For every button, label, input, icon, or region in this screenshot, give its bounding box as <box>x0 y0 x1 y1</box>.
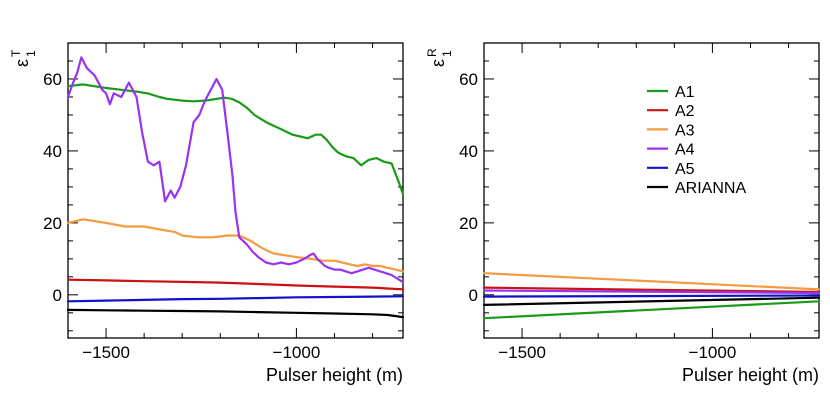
left-ticks: −1500 −1000 0 20 40 60 <box>43 42 403 362</box>
right-ytick-label: 20 <box>459 214 478 233</box>
right-xtick-label: −1500 <box>498 343 546 362</box>
right-series-layer <box>482 272 821 320</box>
left-ylabel: ε T 1 <box>9 49 38 67</box>
legend-label-a2: A2 <box>675 103 695 120</box>
legend-label-a3: A3 <box>675 122 695 139</box>
left-series-layer <box>66 56 405 319</box>
right-ylabel-symbol: ε <box>428 59 448 67</box>
left-series-arianna <box>66 308 405 319</box>
legend-label-a4: A4 <box>675 142 695 159</box>
left-series-a2 <box>66 278 405 291</box>
left-ylabel-sup: T <box>9 49 23 57</box>
right-ytick-label: 0 <box>469 286 478 305</box>
right-series-a1 <box>482 300 821 320</box>
right-ytick-label: 40 <box>459 142 478 161</box>
right-series-a2 <box>482 286 821 294</box>
left-ylabel-symbol: ε <box>12 59 32 67</box>
left-xlabel: Pulser height (m) <box>266 365 403 385</box>
left-series-a1 <box>66 83 405 196</box>
left-plot-frame <box>67 42 404 339</box>
left-xtick-label: −1000 <box>273 343 321 362</box>
right-series-a3 <box>482 272 821 291</box>
left-series-a4 <box>66 56 405 284</box>
left-series-a5 <box>66 295 405 303</box>
right-xlabel: Pulser height (m) <box>682 365 819 385</box>
right-panel: −1500 −1000 0 20 40 60 Pulser height (m) ε R … <box>425 42 821 385</box>
right-series-arianna <box>482 296 821 306</box>
right-ylabel-sub: 1 <box>440 50 454 57</box>
right-ticks: −1500 −1000 0 20 40 60 <box>459 42 819 362</box>
legend-label-arianna: ARIANNA <box>675 180 746 197</box>
legend: A1 A2 A3 A4 A5 ARIANNA <box>647 84 746 197</box>
left-ytick-label: 60 <box>43 70 62 89</box>
right-series-a5 <box>482 294 821 298</box>
legend-label-a5: A5 <box>675 161 695 178</box>
left-ytick-label: 20 <box>43 214 62 233</box>
left-xtick-label: −1500 <box>82 343 130 362</box>
right-ylabel-sup: R <box>425 48 439 57</box>
left-ytick-label: 0 <box>53 286 62 305</box>
left-panel: −1500 −1000 0 20 40 60 Pulser height (m) ε T … <box>9 42 405 385</box>
right-xtick-label: −1000 <box>689 343 737 362</box>
left-ylabel-sub: 1 <box>24 50 38 57</box>
right-ylabel: ε R 1 <box>425 48 454 67</box>
left-ytick-label: 40 <box>43 142 62 161</box>
right-ytick-label: 60 <box>459 70 478 89</box>
legend-label-a1: A1 <box>675 84 695 101</box>
right-plot-frame <box>483 42 820 339</box>
left-series-a3 <box>66 218 405 273</box>
right-series-a4 <box>482 289 821 295</box>
